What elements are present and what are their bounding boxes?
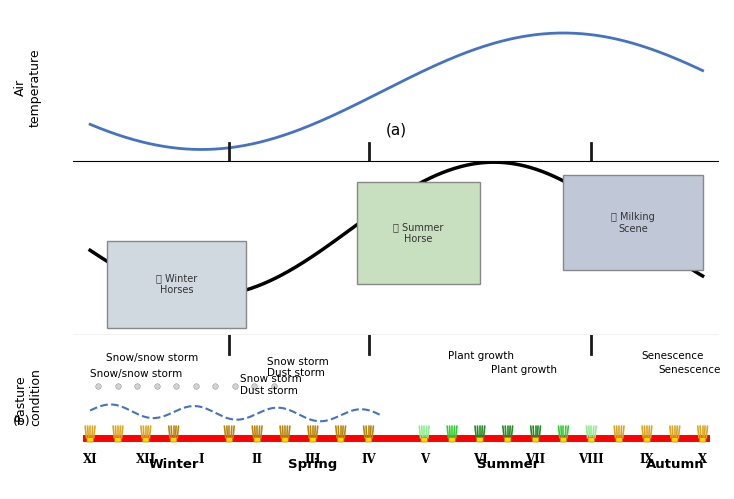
FancyBboxPatch shape: [310, 438, 316, 442]
Text: X: X: [698, 453, 707, 466]
Text: Plant growth: Plant growth: [491, 365, 557, 375]
Text: III: III: [305, 453, 321, 466]
FancyBboxPatch shape: [226, 438, 233, 442]
FancyBboxPatch shape: [142, 438, 149, 442]
FancyBboxPatch shape: [532, 438, 539, 442]
Text: Snow storm
Dust storm: Snow storm Dust storm: [241, 374, 302, 396]
Text: XI: XI: [83, 453, 98, 466]
FancyBboxPatch shape: [107, 241, 246, 328]
Text: VIII: VIII: [578, 453, 604, 466]
FancyBboxPatch shape: [338, 438, 344, 442]
Text: Snow/snow storm: Snow/snow storm: [106, 353, 198, 363]
Text: XII: XII: [136, 453, 156, 466]
Text: (a): (a): [386, 122, 407, 137]
Text: Senescence: Senescence: [642, 351, 704, 361]
Text: 🐎 Winter
Horses: 🐎 Winter Horses: [156, 273, 197, 295]
Text: IX: IX: [639, 453, 654, 466]
FancyBboxPatch shape: [366, 438, 371, 442]
FancyBboxPatch shape: [421, 438, 427, 442]
Text: V: V: [420, 453, 429, 466]
Text: IV: IV: [361, 453, 376, 466]
Text: 🐎 Milking
Scene: 🐎 Milking Scene: [611, 213, 655, 234]
Text: Autumn: Autumn: [645, 458, 704, 471]
Text: Snow storm
Dust storm: Snow storm Dust storm: [267, 357, 329, 378]
FancyBboxPatch shape: [254, 438, 261, 442]
Text: Snow/snow storm: Snow/snow storm: [90, 369, 182, 379]
FancyBboxPatch shape: [504, 438, 511, 442]
FancyBboxPatch shape: [170, 438, 177, 442]
Text: Pasture
condition: Pasture condition: [14, 368, 42, 426]
FancyBboxPatch shape: [616, 438, 622, 442]
FancyBboxPatch shape: [357, 183, 480, 284]
Text: Spring: Spring: [288, 458, 338, 471]
FancyBboxPatch shape: [672, 438, 678, 442]
FancyBboxPatch shape: [87, 438, 93, 442]
Text: Air
temperature: Air temperature: [14, 48, 42, 127]
Text: I: I: [199, 453, 204, 466]
FancyBboxPatch shape: [644, 438, 650, 442]
FancyBboxPatch shape: [449, 438, 455, 442]
FancyBboxPatch shape: [560, 438, 567, 442]
FancyBboxPatch shape: [115, 438, 121, 442]
Text: 🐎 Summer
Horse: 🐎 Summer Horse: [393, 223, 444, 244]
FancyBboxPatch shape: [476, 438, 483, 442]
FancyBboxPatch shape: [564, 175, 702, 270]
Text: Winter: Winter: [148, 458, 199, 471]
Text: II: II: [252, 453, 263, 466]
FancyBboxPatch shape: [700, 438, 706, 442]
Text: Plant growth: Plant growth: [448, 351, 514, 361]
FancyBboxPatch shape: [282, 438, 288, 442]
Text: VI: VI: [473, 453, 487, 466]
Text: Summer: Summer: [476, 458, 539, 471]
FancyBboxPatch shape: [588, 438, 595, 442]
Text: VII: VII: [526, 453, 545, 466]
Text: (b): (b): [13, 416, 31, 429]
Text: Senescence: Senescence: [658, 365, 721, 375]
